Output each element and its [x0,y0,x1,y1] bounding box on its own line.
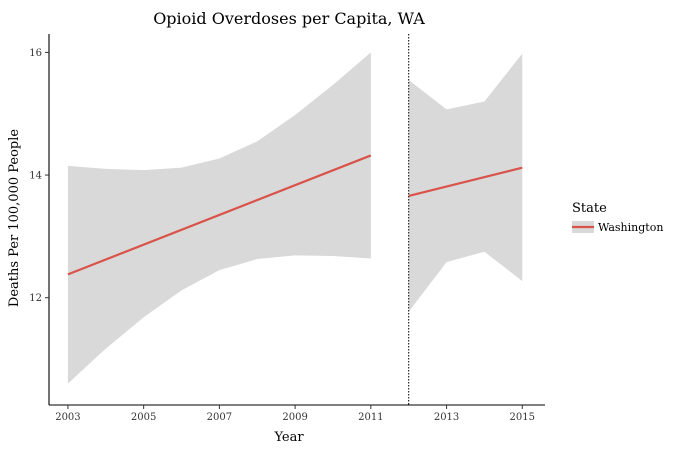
trend-line-1 [67,154,372,276]
x-tick-label: 2003 [55,412,80,423]
x-tick-label: 2011 [358,412,383,423]
x-axis-title: Year [273,430,304,445]
trend-line-2 [408,166,523,197]
chart-title: Opioid Overdoses per Capita, WA [153,9,425,28]
y-tick-label: 16 [29,48,42,59]
trend-lines [67,154,523,276]
legend-title: State [572,201,607,216]
x-tick-label: 2015 [510,412,535,423]
y-tick-label: 14 [29,171,42,182]
y-tick-label: 12 [29,293,42,304]
x-tick-label: 2005 [131,412,156,423]
x-axis-ticks: 2003 2005 2007 2009 2011 2013 2015 [55,405,535,423]
x-tick-label: 2013 [434,412,459,423]
y-axis-title: Deaths Per 100,000 People [7,129,22,308]
plot-area: 2003 2005 2007 2009 2011 2013 2015 12 14 16 [29,34,545,423]
axes [48,34,545,406]
x-tick-label: 2007 [207,412,232,423]
confidence-band-1 [67,52,371,384]
legend: State Washington [572,201,663,234]
confidence-bands [67,52,523,384]
legend-label: Washington [598,221,663,234]
y-axis-ticks: 12 14 16 [29,48,49,304]
x-tick-label: 2009 [282,412,307,423]
